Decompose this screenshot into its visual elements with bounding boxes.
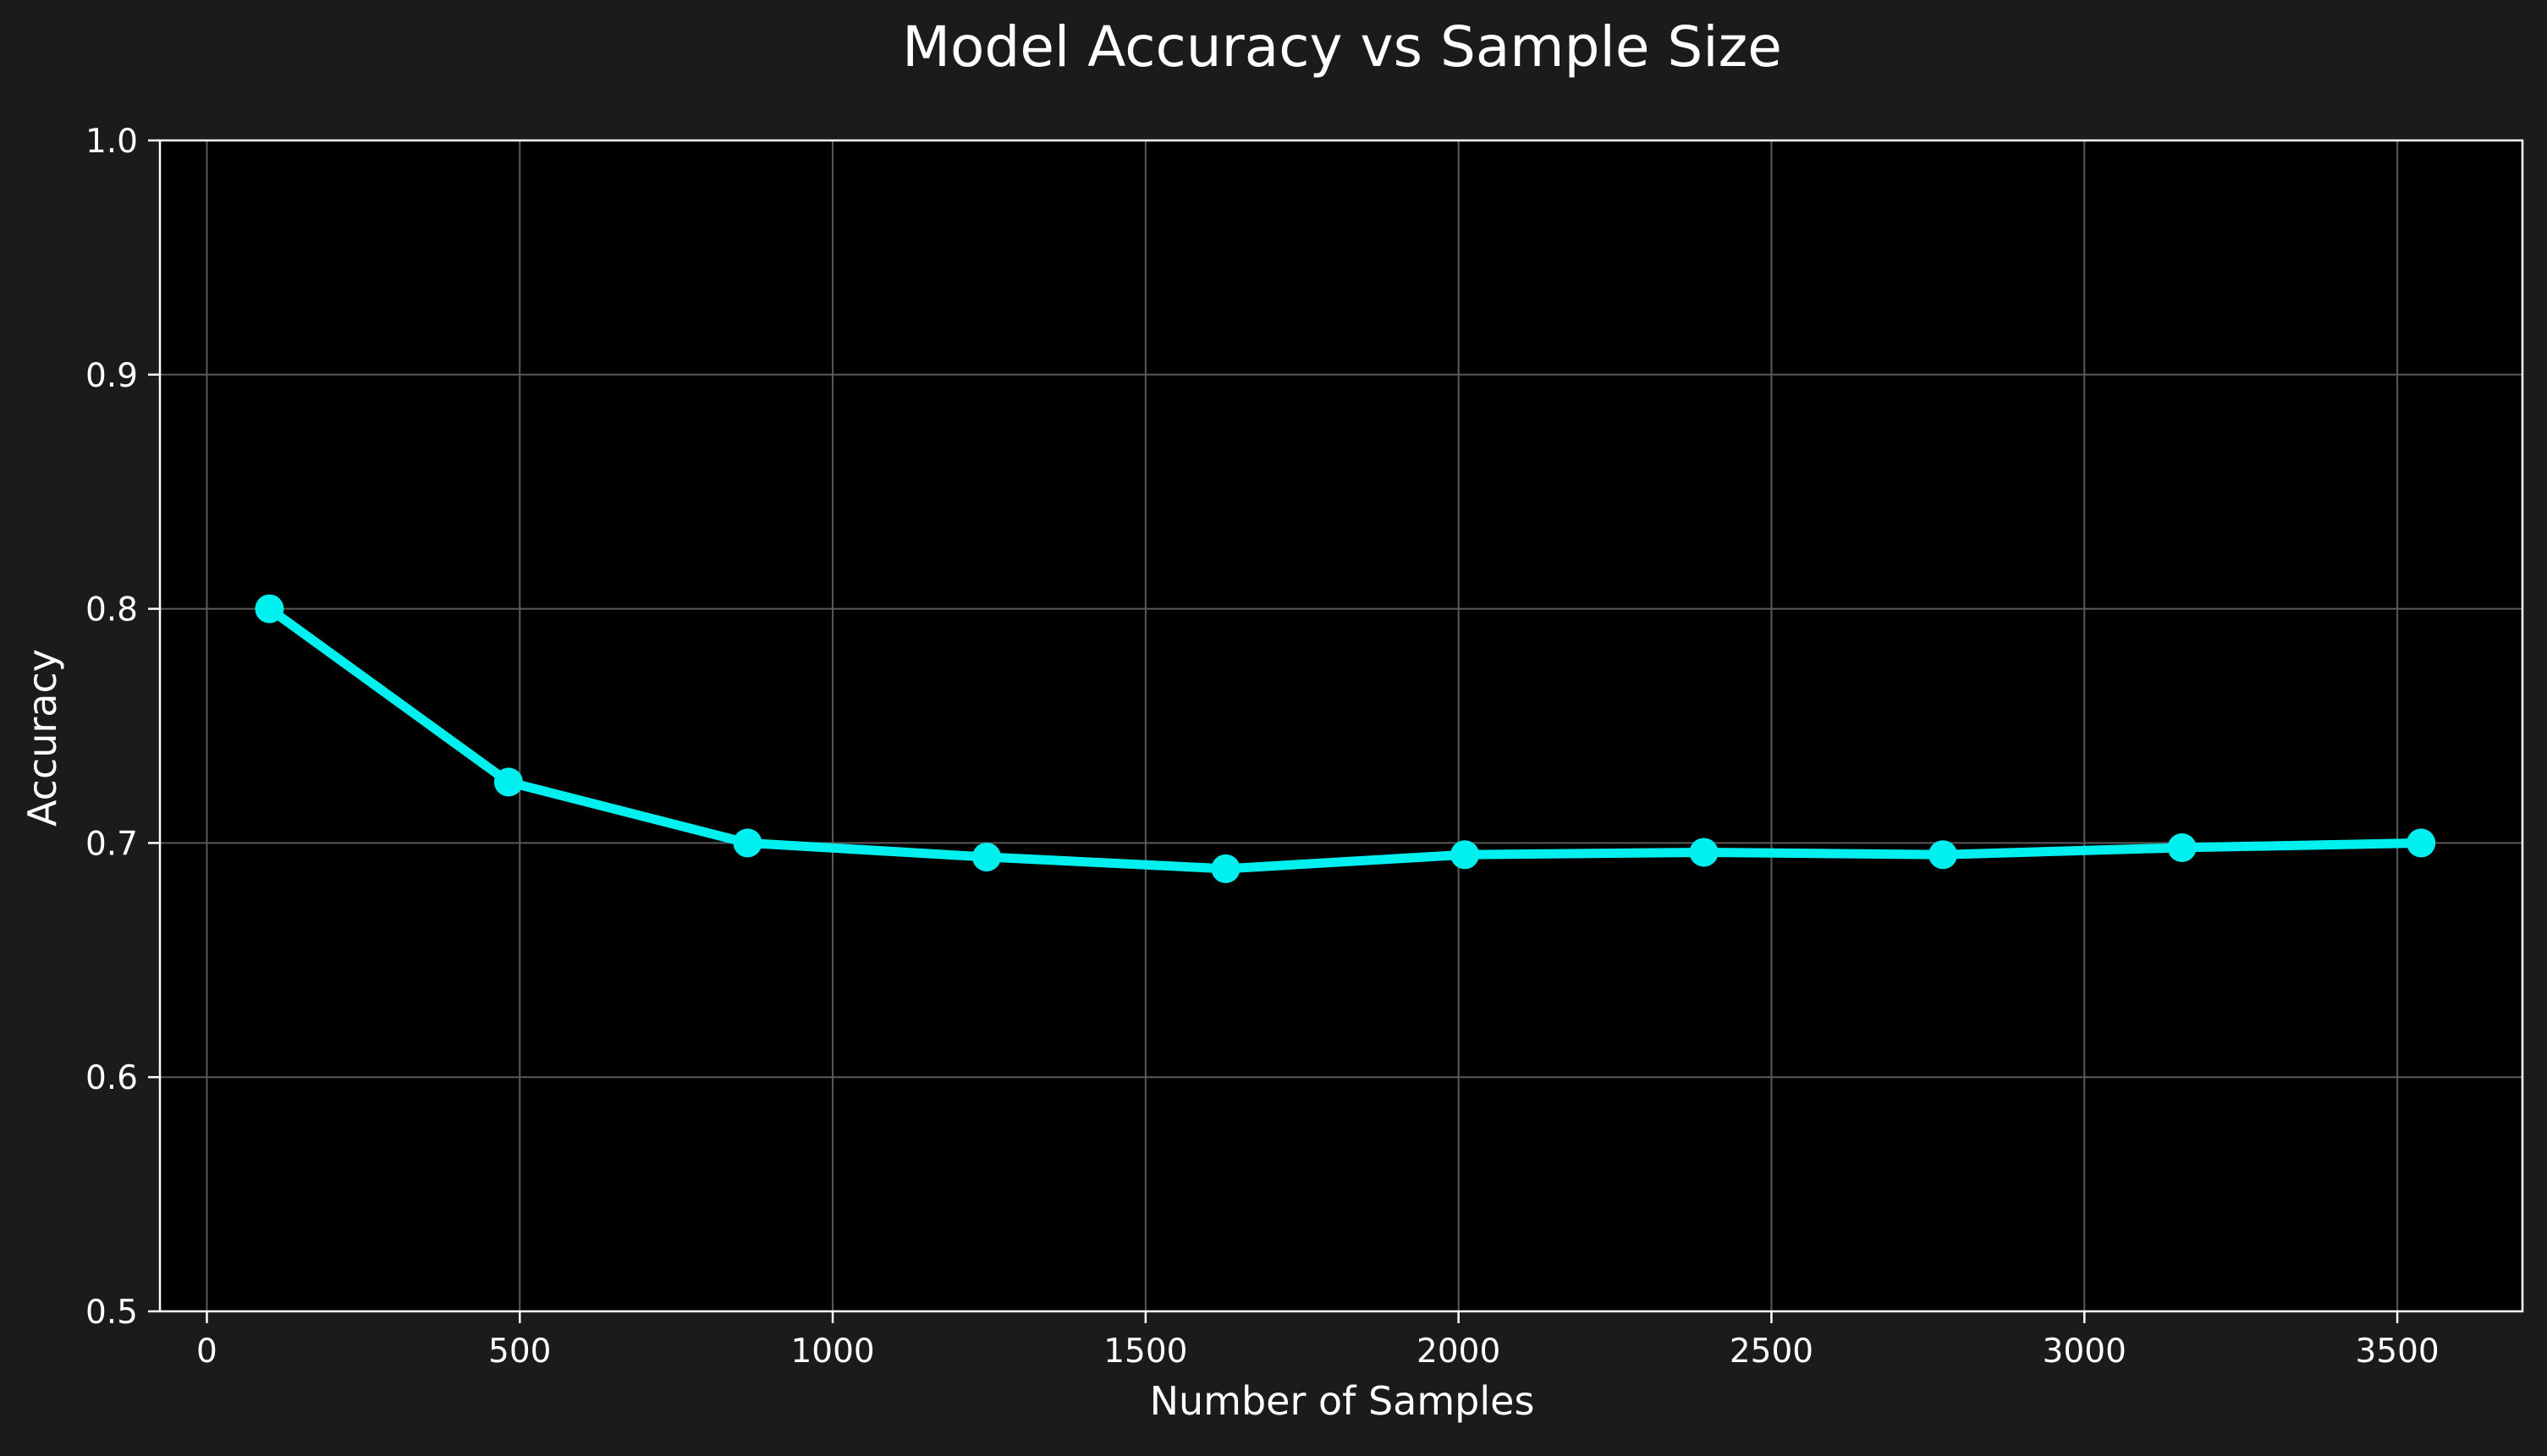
grid-lines <box>160 140 2522 1311</box>
y-tick-label: 0.5 <box>85 1294 138 1332</box>
x-tick-label: 2500 <box>1730 1332 1813 1371</box>
x-tick-label: 3500 <box>2355 1332 2439 1371</box>
data-point <box>733 828 762 858</box>
data-point <box>493 767 523 797</box>
y-tick-label: 0.7 <box>85 825 138 863</box>
y-tick-label: 0.8 <box>85 591 138 629</box>
series-line <box>264 604 2426 874</box>
chart-title: Model Accuracy vs Sample Size <box>902 14 1782 80</box>
y-axis-label: Accuracy <box>19 649 65 827</box>
data-point <box>2167 832 2197 862</box>
data-point <box>1689 838 1719 867</box>
series-layer <box>255 594 2436 883</box>
x-tick-label: 0 <box>196 1332 217 1371</box>
plot-frame <box>158 139 2524 1313</box>
x-tick-label: 3000 <box>2043 1332 2126 1371</box>
y-tick-label: 0.6 <box>85 1059 138 1097</box>
axis-ticks: 0 500 1000 1500 2000 2500 3000 3500 0.5 0.6 0.7 0.8… <box>85 123 2440 1371</box>
x-tick-label: 2000 <box>1417 1332 1500 1371</box>
data-point <box>1928 840 1958 870</box>
x-tick-label: 1500 <box>1103 1332 1187 1371</box>
data-point <box>255 594 284 624</box>
data-point <box>1211 854 1240 883</box>
y-tick-label: 0.9 <box>85 357 138 395</box>
x-tick-label: 1000 <box>790 1332 874 1371</box>
data-point <box>2407 828 2436 858</box>
data-point <box>972 843 1002 872</box>
plot-area <box>160 140 2522 1311</box>
data-point <box>1450 840 1480 870</box>
y-tick-label: 1.0 <box>85 123 138 161</box>
x-tick-label: 500 <box>488 1332 551 1371</box>
x-axis-label: Number of Samples <box>1150 1378 1535 1424</box>
